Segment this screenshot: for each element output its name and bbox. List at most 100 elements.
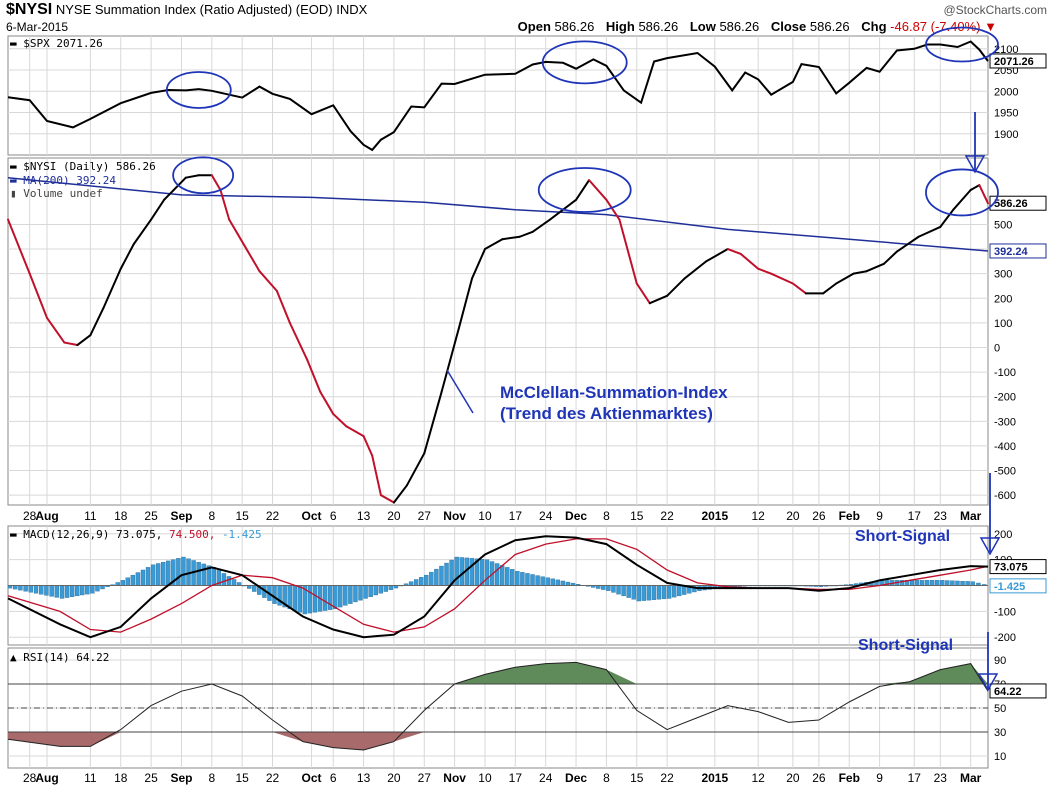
legend-ma: ▬ MA(200) 392.24 bbox=[10, 174, 116, 187]
y-tick-label: 500 bbox=[994, 219, 1012, 231]
nysi-segment bbox=[46, 316, 66, 344]
macd-histogram-bar bbox=[44, 585, 49, 596]
macd-histogram-bar bbox=[140, 569, 146, 586]
macd-histogram-bar bbox=[23, 585, 28, 592]
x-tick-label-top: 2015 bbox=[701, 509, 728, 523]
macd-histogram-bar bbox=[181, 556, 186, 586]
macd-histogram-bar bbox=[494, 563, 500, 586]
open-label: Open bbox=[517, 19, 551, 34]
macd-histogram-bar bbox=[646, 585, 652, 601]
macd-histogram-bar bbox=[39, 585, 44, 595]
x-tick-label-top: 11 bbox=[84, 509, 97, 523]
nysi-segment bbox=[76, 334, 92, 347]
legend-rsi: ▲ RSI(14) 64.22 bbox=[10, 651, 110, 664]
macd-histogram-bar bbox=[935, 580, 940, 586]
nysi-segment bbox=[882, 250, 898, 265]
macd-hist-value-tag-box bbox=[989, 578, 1047, 594]
highlight-ellipse-spx-mar bbox=[925, 26, 999, 63]
close-label: Close bbox=[770, 19, 807, 34]
x-tick-label-bottom: 20 bbox=[387, 771, 401, 785]
x-tick-label-bottom: Mar bbox=[960, 771, 982, 785]
x-tick-label-bottom: Nov bbox=[443, 771, 466, 785]
x-tick-label-top: Oct bbox=[302, 509, 322, 523]
nysi-segment bbox=[978, 184, 989, 205]
y-tick-label: -200 bbox=[994, 632, 1016, 644]
macd-histogram-bar bbox=[651, 585, 657, 600]
macd-histogram-bar bbox=[231, 579, 237, 586]
macd-histogram-bar bbox=[145, 567, 151, 586]
nysi-segment bbox=[835, 272, 855, 285]
macd-histogram-bar bbox=[368, 585, 373, 597]
macd-histogram-bar bbox=[560, 580, 566, 586]
macd-histogram-bar bbox=[434, 568, 439, 586]
legend-macd: ▬ MACD(12,26,9) 73.075, 74.500, -1.425 bbox=[10, 528, 262, 541]
macd-histogram-bar bbox=[64, 585, 70, 598]
macd-histogram-bar bbox=[292, 585, 297, 611]
macd-histogram-bar bbox=[970, 581, 975, 586]
rsi-overbought-fill bbox=[8, 662, 988, 684]
nysi-segment bbox=[618, 218, 638, 285]
x-tick-label-bottom: 22 bbox=[266, 771, 280, 785]
legend-spx: ▬ $SPX 2071.26 bbox=[10, 37, 103, 50]
x-tick-label-top: 9 bbox=[876, 509, 883, 523]
close-value: 586.26 bbox=[809, 19, 850, 34]
nysi-segment bbox=[28, 272, 49, 319]
macd-histogram-bar bbox=[343, 585, 348, 606]
x-tick-label-bottom: 22 bbox=[660, 771, 674, 785]
annotation-pointer-line bbox=[446, 369, 474, 414]
macd-histogram-bar bbox=[545, 577, 550, 586]
macd-histogram-bar bbox=[601, 585, 606, 590]
highlight-ellipse-nysi-dec bbox=[537, 167, 632, 213]
nysi-segment bbox=[483, 238, 504, 251]
macd-histogram-bar bbox=[80, 585, 85, 596]
rsi-line bbox=[7, 661, 989, 751]
macd-histogram-bar bbox=[929, 580, 935, 586]
highlight-ellipse-spx-sep bbox=[165, 71, 232, 109]
x-tick-label-top: Dec bbox=[565, 509, 587, 523]
macd-histogram-bar bbox=[924, 580, 930, 586]
macd-histogram-bar bbox=[201, 563, 206, 586]
title-text: NYSE Summation Index (Ratio Adjusted) (E… bbox=[55, 2, 333, 17]
y-tick-label: -500 bbox=[994, 466, 1016, 478]
macd-histogram-bar bbox=[353, 585, 358, 603]
nysi-segment bbox=[470, 248, 486, 280]
nysi-segment bbox=[852, 270, 868, 275]
annotation-short-signal-rsi: Short-Signal bbox=[858, 637, 954, 654]
nysi-segment bbox=[345, 425, 365, 438]
macd-histogram-bar bbox=[965, 581, 970, 586]
panel-frame-spx bbox=[7, 35, 989, 156]
nysi-segment bbox=[7, 218, 31, 275]
y-tick-label: 10 bbox=[994, 751, 1006, 763]
x-tick-label-top: 24 bbox=[539, 509, 553, 523]
macd-histogram-bar bbox=[606, 585, 611, 591]
x-tick-label-bottom: 15 bbox=[630, 771, 644, 785]
x-tick-label-top: 8 bbox=[208, 509, 215, 523]
macd-histogram-bar bbox=[565, 581, 571, 586]
x-tick-label-top: 20 bbox=[786, 509, 800, 523]
macd-histogram-bar bbox=[33, 585, 39, 594]
macd-histogram-bar bbox=[661, 585, 667, 600]
x-tick-label-bottom: 17 bbox=[908, 771, 922, 785]
macd-histogram-bar bbox=[150, 564, 156, 586]
macd-value-tag: 73.075 bbox=[994, 562, 1028, 574]
x-tick-label-top: 17 bbox=[908, 509, 922, 523]
ma200-line bbox=[7, 176, 989, 252]
nysi-segment bbox=[457, 277, 473, 329]
nysi-segment bbox=[501, 235, 521, 241]
macd-histogram-bar bbox=[505, 567, 510, 586]
macd-histogram-bar bbox=[307, 585, 313, 614]
x-tick-label-top: 27 bbox=[418, 509, 432, 523]
y-tick-label: 2000 bbox=[994, 86, 1018, 98]
macd-histogram-bar bbox=[378, 585, 383, 594]
x-tick-label-top: Nov bbox=[443, 509, 466, 523]
macd-histogram-bar bbox=[510, 569, 515, 586]
legend-nysi-text: $NYSI (Daily) 586.26 bbox=[23, 160, 156, 173]
rsi-value-tag: 64.22 bbox=[994, 686, 1022, 698]
macd-histogram-bar bbox=[358, 585, 363, 601]
macd-histogram-bar bbox=[221, 573, 227, 586]
high-label: High bbox=[605, 19, 635, 34]
macd-histogram-bar bbox=[196, 562, 201, 586]
nysi-segment bbox=[423, 390, 443, 455]
macd-histogram-bar bbox=[515, 571, 520, 586]
macd-histogram-bar bbox=[85, 585, 90, 595]
